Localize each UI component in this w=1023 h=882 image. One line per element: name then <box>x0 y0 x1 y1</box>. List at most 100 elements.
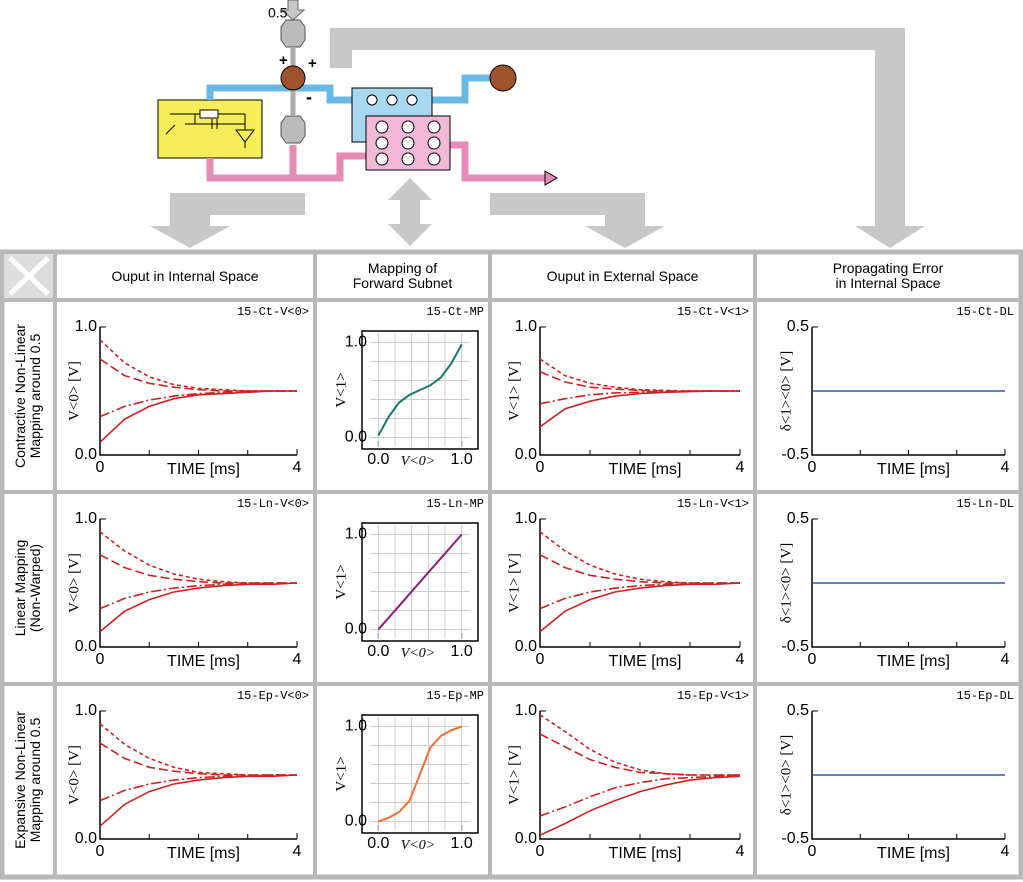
y-tick-label: 0.0 <box>345 621 367 638</box>
y-tick-label: 0.0 <box>515 446 537 463</box>
x-axis-label: TIME [ms] <box>167 845 240 862</box>
y-tick-label: 0.5 <box>787 510 809 527</box>
x-tick-label: 0.0 <box>367 835 389 852</box>
series-line <box>539 390 740 428</box>
resistor <box>199 109 219 119</box>
chart-tag: 15-Ep-MP <box>426 689 484 703</box>
y-tick-label: 0.0 <box>515 638 537 655</box>
series-line <box>377 343 463 437</box>
pink-signal <box>206 141 545 182</box>
flow-arrow <box>388 178 432 246</box>
y-axis-label: V<0> [V] <box>66 745 82 805</box>
circuit-box <box>157 99 263 159</box>
sign: + <box>279 52 288 69</box>
row-header: Contractive Non-Linear Mapping around 0.… <box>12 324 43 468</box>
series-line <box>539 531 740 584</box>
chart-tag: 15-Ep-DL <box>956 689 1014 703</box>
x-axis-label: TIME [ms] <box>167 653 240 670</box>
series-line <box>99 358 297 392</box>
series-line <box>99 774 297 802</box>
y-tick-label: 1.0 <box>515 510 537 527</box>
neurons <box>366 94 441 166</box>
series-line <box>539 774 741 817</box>
y-tick-label: 1.0 <box>75 318 97 335</box>
column-header: Ouput in External Space <box>546 267 699 284</box>
axes <box>539 327 740 456</box>
series-line <box>539 371 740 392</box>
y-tick-label: 0.5 <box>787 702 809 719</box>
x-tick-label: 0 <box>536 651 545 668</box>
sign: + <box>308 55 317 72</box>
series-line <box>99 554 297 584</box>
flow-arrow <box>330 28 925 248</box>
y-tick-label: -0.5 <box>781 446 809 463</box>
plot-frame <box>361 522 479 642</box>
table-rules <box>2 252 1021 877</box>
y-tick-label: -0.5 <box>781 638 809 655</box>
y-tick-label: 0.0 <box>515 830 537 847</box>
chart-tag: 15-Ln-V<1> <box>677 497 749 511</box>
x-tick-label: 0 <box>808 651 817 668</box>
x-tick-label: 4 <box>293 651 302 668</box>
y-axis-label: V<1> [V] <box>506 361 522 421</box>
column-header: Ouput in Internal Space <box>111 267 259 284</box>
y-axis-label: V<1> <box>333 372 349 407</box>
y-tick-label: 0.0 <box>75 830 97 847</box>
x-tick-label: 0 <box>808 459 817 476</box>
y-tick-label: 1.0 <box>515 318 537 335</box>
series-line <box>539 358 740 392</box>
x-tick-label: 0.0 <box>367 451 389 468</box>
sign: - <box>306 87 312 107</box>
series-line <box>99 774 298 827</box>
y-axis-label: δ<1><0> [V] <box>778 735 794 815</box>
chart-tag: 15-Ct-V<0> <box>237 305 309 319</box>
input-label: 0.5 <box>268 5 288 21</box>
x-tick-label: 0 <box>808 843 817 860</box>
x-tick-label: 1.0 <box>451 643 473 660</box>
plot-frame <box>361 330 479 450</box>
y-axis-label: V<0> [V] <box>66 361 82 421</box>
chart-tag: 15-Ct-DL <box>956 305 1014 319</box>
gain-block <box>280 115 306 144</box>
table-frame <box>0 249 1023 880</box>
series-line <box>539 714 740 776</box>
x-tick-label: 4 <box>1001 843 1010 860</box>
series-line <box>377 725 463 823</box>
x-tick-label: 0 <box>536 459 545 476</box>
y-tick-label: 0.0 <box>345 813 367 830</box>
x-tick-label: 0 <box>96 843 105 860</box>
x-axis-label: TIME [ms] <box>609 845 682 862</box>
x-axis-label: TIME [ms] <box>167 461 240 478</box>
series-line <box>99 390 297 443</box>
y-tick-label: 1.0 <box>75 702 97 719</box>
y-axis-label: V<1> <box>333 564 349 599</box>
chart-tag: 15-Ln-MP <box>426 497 484 511</box>
y-tick-label: 1.0 <box>345 526 367 543</box>
series-line <box>99 582 298 633</box>
y-tick-label: 0.0 <box>75 446 97 463</box>
summing-node <box>280 65 306 91</box>
series-line <box>539 775 741 836</box>
chart-tag: 15-Ct-MP <box>426 305 484 319</box>
series-line <box>539 582 740 610</box>
y-axis-label: δ<1><0> [V] <box>778 351 794 431</box>
pink-arrowhead <box>544 170 558 186</box>
chart-tag: 15-Ct-V<1> <box>677 305 749 319</box>
column-header: Mapping of Forward Subnet <box>352 260 453 291</box>
blue-signal <box>206 84 352 104</box>
chart-tag: 15-Ep-V<1> <box>677 689 749 703</box>
x-axis-label: TIME [ms] <box>877 653 950 670</box>
y-tick-label: 0.0 <box>345 429 367 446</box>
corner-cross <box>8 256 50 296</box>
x-tick-label: 1.0 <box>451 835 473 852</box>
x-tick-label: 4 <box>736 651 745 668</box>
x-tick-label: 0 <box>96 651 105 668</box>
row-header: Linear Mapping (Non-Warped) <box>12 539 43 637</box>
series-line <box>99 339 297 392</box>
x-tick-label: 0 <box>96 459 105 476</box>
y-tick-label: 1.0 <box>345 718 367 735</box>
y-tick-label: 0.5 <box>787 318 809 335</box>
row-header: Expansive Non-Linear Mapping around 0.5 <box>12 711 43 849</box>
